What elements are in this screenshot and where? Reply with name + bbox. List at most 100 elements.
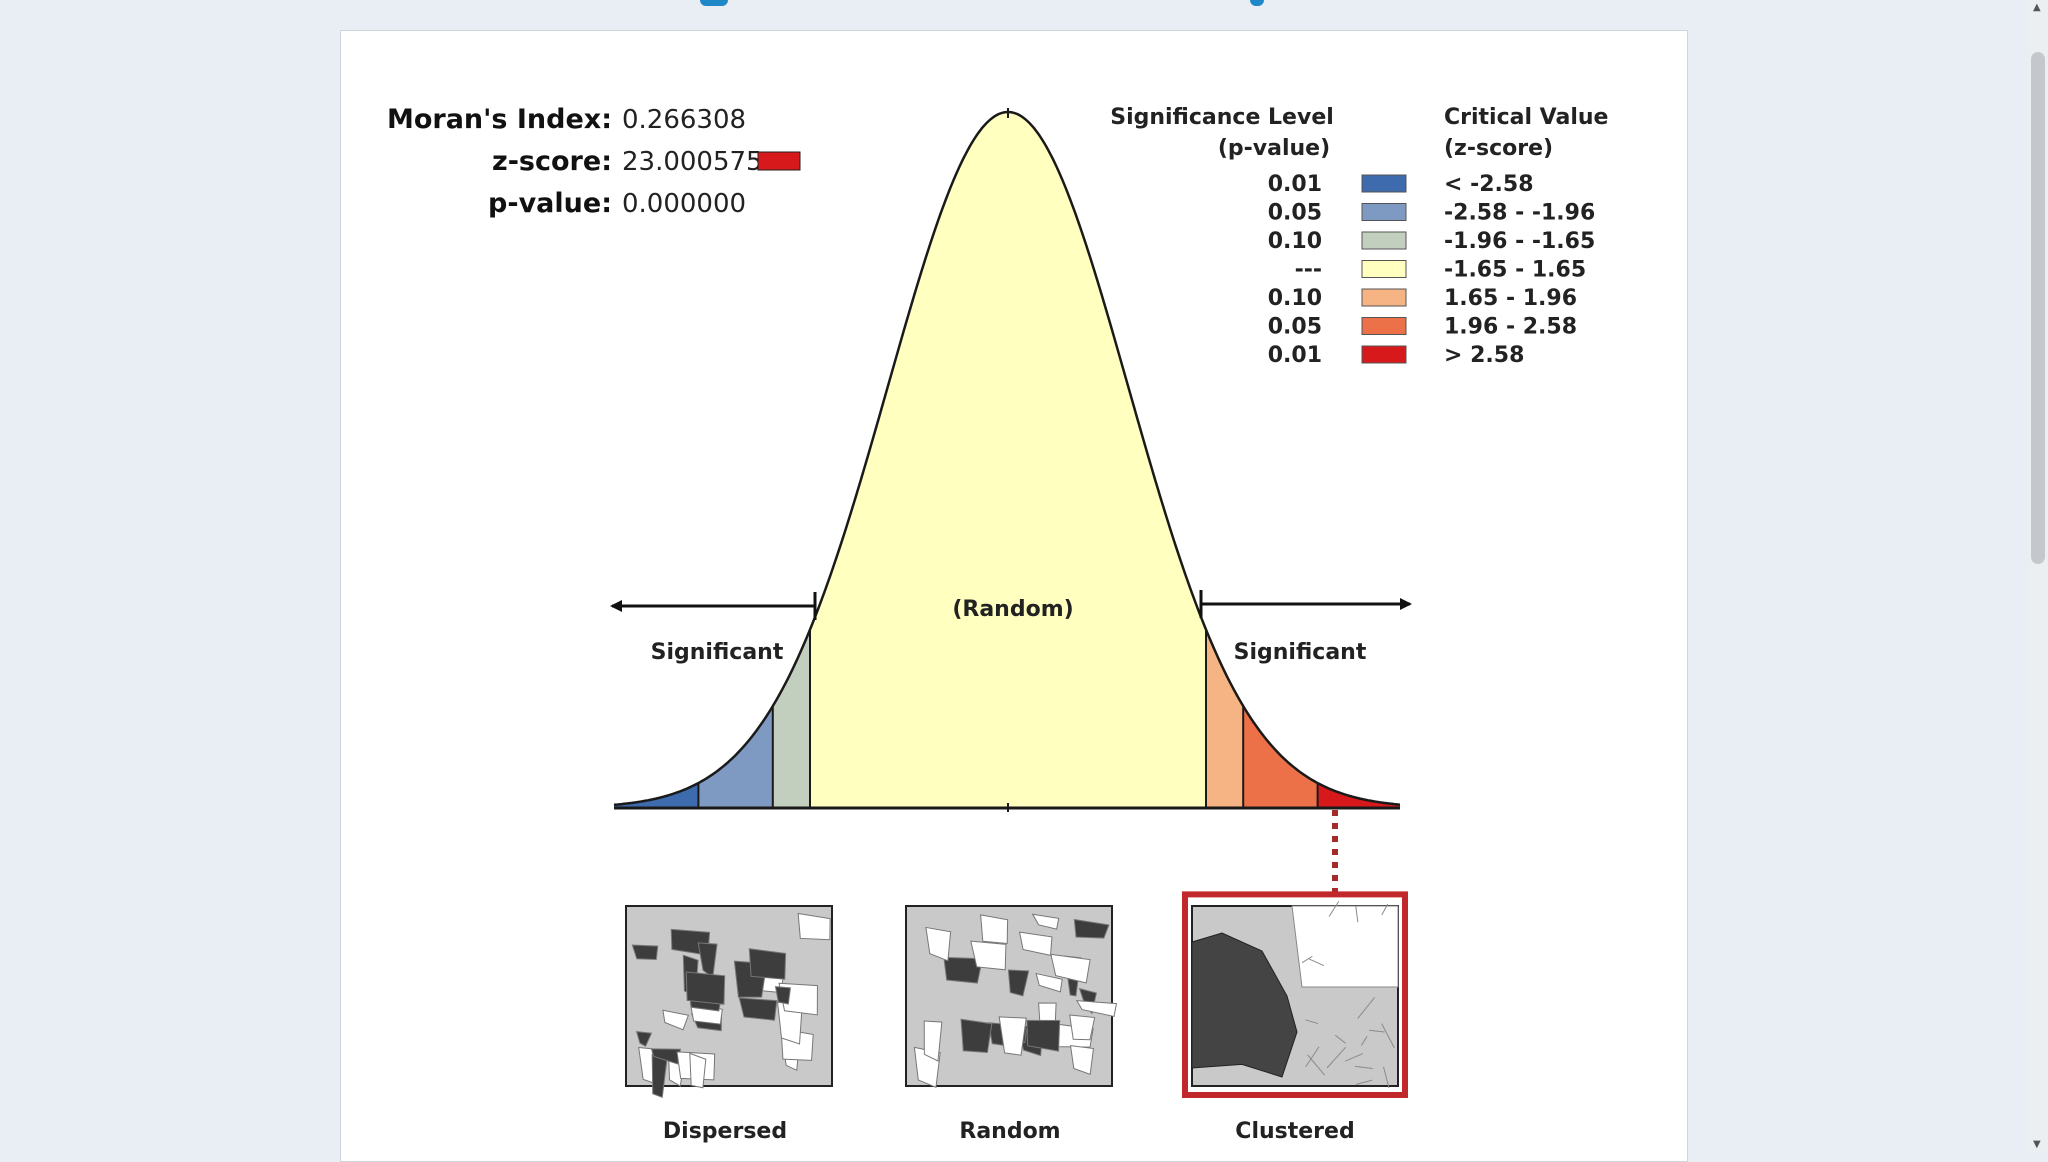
dispersed-label: Dispersed bbox=[663, 1119, 787, 1144]
legend-z-range: -1.96 - -1.65 bbox=[1444, 229, 1595, 254]
curve-band bbox=[1317, 783, 1400, 808]
map-polygon bbox=[689, 1052, 707, 1089]
map-boundary bbox=[1381, 1023, 1395, 1049]
significance-legend: Significance Level (p-value) Critical Va… bbox=[1110, 105, 1608, 368]
map-boundary bbox=[1354, 1065, 1373, 1070]
map-boundary bbox=[1308, 958, 1325, 967]
map-boundary bbox=[1305, 1019, 1319, 1025]
map-boundary bbox=[1307, 1054, 1325, 1076]
legend-p-value: 0.05 bbox=[1268, 201, 1322, 226]
curve-band bbox=[614, 783, 699, 808]
significance-arrows: (Random) Significant Significant bbox=[610, 590, 1412, 665]
left-significant-label: Significant bbox=[651, 640, 784, 665]
stats-block: Moran's Index: 0.266308 z-score: 23.0005… bbox=[387, 104, 801, 219]
legend-p-value: 0.10 bbox=[1268, 229, 1322, 254]
random-pattern-label: Random bbox=[959, 1119, 1060, 1144]
map-polygon bbox=[1073, 918, 1110, 939]
legend-z-range: -1.65 - 1.65 bbox=[1444, 258, 1586, 283]
legend-row: 0.05 1.96 - 2.58 bbox=[1268, 315, 1577, 340]
map-polygon bbox=[1018, 931, 1053, 956]
legend-z-range: > 2.58 bbox=[1444, 343, 1524, 368]
z-score-swatch bbox=[757, 151, 801, 171]
p-value-value: 0.000000 bbox=[622, 189, 746, 219]
curve-band bbox=[772, 629, 810, 808]
map-polygon bbox=[1069, 1045, 1095, 1076]
z-score-label: z-score: bbox=[492, 146, 612, 177]
curve-band bbox=[698, 706, 773, 808]
curve-band bbox=[810, 112, 1206, 808]
map-polygon bbox=[1075, 1000, 1118, 1018]
random-pattern-map bbox=[905, 905, 1118, 1089]
map-polygon bbox=[797, 912, 831, 941]
p-value-header: (p-value) bbox=[1218, 136, 1330, 161]
map-boundary bbox=[1326, 1046, 1347, 1069]
z-score-value: 23.000575 bbox=[622, 147, 763, 177]
scroll-up-arrow-icon[interactable]: ▲ bbox=[2033, 2, 2041, 13]
map-boundary bbox=[1360, 1036, 1368, 1046]
map-polygon bbox=[738, 997, 778, 1021]
map-polygon bbox=[960, 1018, 993, 1054]
map-boundary bbox=[1305, 1046, 1320, 1068]
map-polygon bbox=[980, 914, 1009, 945]
scrollbar-thumb[interactable] bbox=[2031, 52, 2045, 564]
vertical-scrollbar[interactable]: ▲ ▼ bbox=[2028, 0, 2048, 1152]
p-value-label: p-value: bbox=[488, 188, 612, 219]
moran-index-value: 0.266308 bbox=[622, 105, 746, 135]
legend-p-value: --- bbox=[1295, 258, 1322, 283]
map-polygon bbox=[650, 1048, 681, 1065]
curve-band bbox=[1206, 629, 1244, 808]
z-score-header: (z-score) bbox=[1444, 136, 1553, 161]
map-polygon bbox=[943, 956, 984, 984]
map-polygon bbox=[1050, 953, 1091, 984]
critical-value-header: Critical Value bbox=[1444, 105, 1608, 130]
legend-row: 0.10 1.65 - 1.96 bbox=[1268, 286, 1577, 311]
map-boundary bbox=[1355, 906, 1359, 923]
legend-z-range: 1.96 - 2.58 bbox=[1444, 315, 1577, 340]
scroll-down-arrow-icon[interactable]: ▼ bbox=[2033, 1139, 2041, 1150]
map-polygon bbox=[685, 971, 726, 1005]
legend-p-value: 0.01 bbox=[1268, 172, 1322, 197]
map-polygon bbox=[970, 940, 1007, 971]
clustered-pattern-map bbox=[1182, 891, 1408, 1098]
legend-p-value: 0.01 bbox=[1268, 343, 1322, 368]
map-polygon bbox=[631, 944, 659, 960]
legend-z-range: 1.65 - 1.96 bbox=[1444, 286, 1577, 311]
legend-color-swatch bbox=[1361, 288, 1407, 307]
map-cluster-low bbox=[1291, 905, 1399, 988]
map-polygon bbox=[1026, 1019, 1061, 1052]
random-label: (Random) bbox=[952, 597, 1073, 622]
map-polygon bbox=[635, 1031, 653, 1047]
legend-color-swatch bbox=[1361, 203, 1407, 221]
legend-row: 0.10 -1.96 - -1.65 bbox=[1268, 229, 1596, 254]
map-polygon bbox=[662, 1009, 690, 1031]
map-polygon bbox=[774, 986, 791, 1005]
legend-color-swatch bbox=[1361, 174, 1407, 193]
legend-p-value: 0.10 bbox=[1268, 286, 1322, 311]
map-polygon bbox=[923, 1020, 943, 1062]
map-boundary bbox=[1334, 1034, 1346, 1044]
map-boundary bbox=[1381, 903, 1389, 916]
map-boundary bbox=[1355, 1079, 1373, 1085]
selected-pattern-highlight bbox=[1182, 891, 1408, 1098]
report-title-strip bbox=[0, 0, 2028, 8]
right-significant-label: Significant bbox=[1234, 640, 1367, 665]
legend-p-value: 0.05 bbox=[1268, 315, 1322, 340]
map-boundary bbox=[1357, 997, 1376, 1019]
map-polygon bbox=[651, 1053, 668, 1099]
map-polygon bbox=[1031, 913, 1060, 930]
clustered-label: Clustered bbox=[1235, 1119, 1354, 1144]
normal-distribution-curve bbox=[613, 108, 1401, 812]
moran-index-label: Moran's Index: bbox=[387, 104, 612, 135]
legend-color-swatch bbox=[1361, 345, 1407, 364]
map-boundary bbox=[1328, 901, 1340, 917]
map-polygon bbox=[1069, 1014, 1096, 1041]
map-polygon bbox=[748, 948, 787, 980]
map-polygon bbox=[1035, 972, 1063, 993]
map-cluster-high bbox=[1191, 932, 1298, 1078]
title-text-fragment bbox=[1250, 0, 1264, 6]
dispersed-pattern-map bbox=[625, 905, 833, 1099]
legend-row: 0.01 < -2.58 bbox=[1268, 172, 1534, 197]
map-boundary bbox=[1369, 1029, 1385, 1033]
legend-color-swatch bbox=[1361, 260, 1407, 278]
